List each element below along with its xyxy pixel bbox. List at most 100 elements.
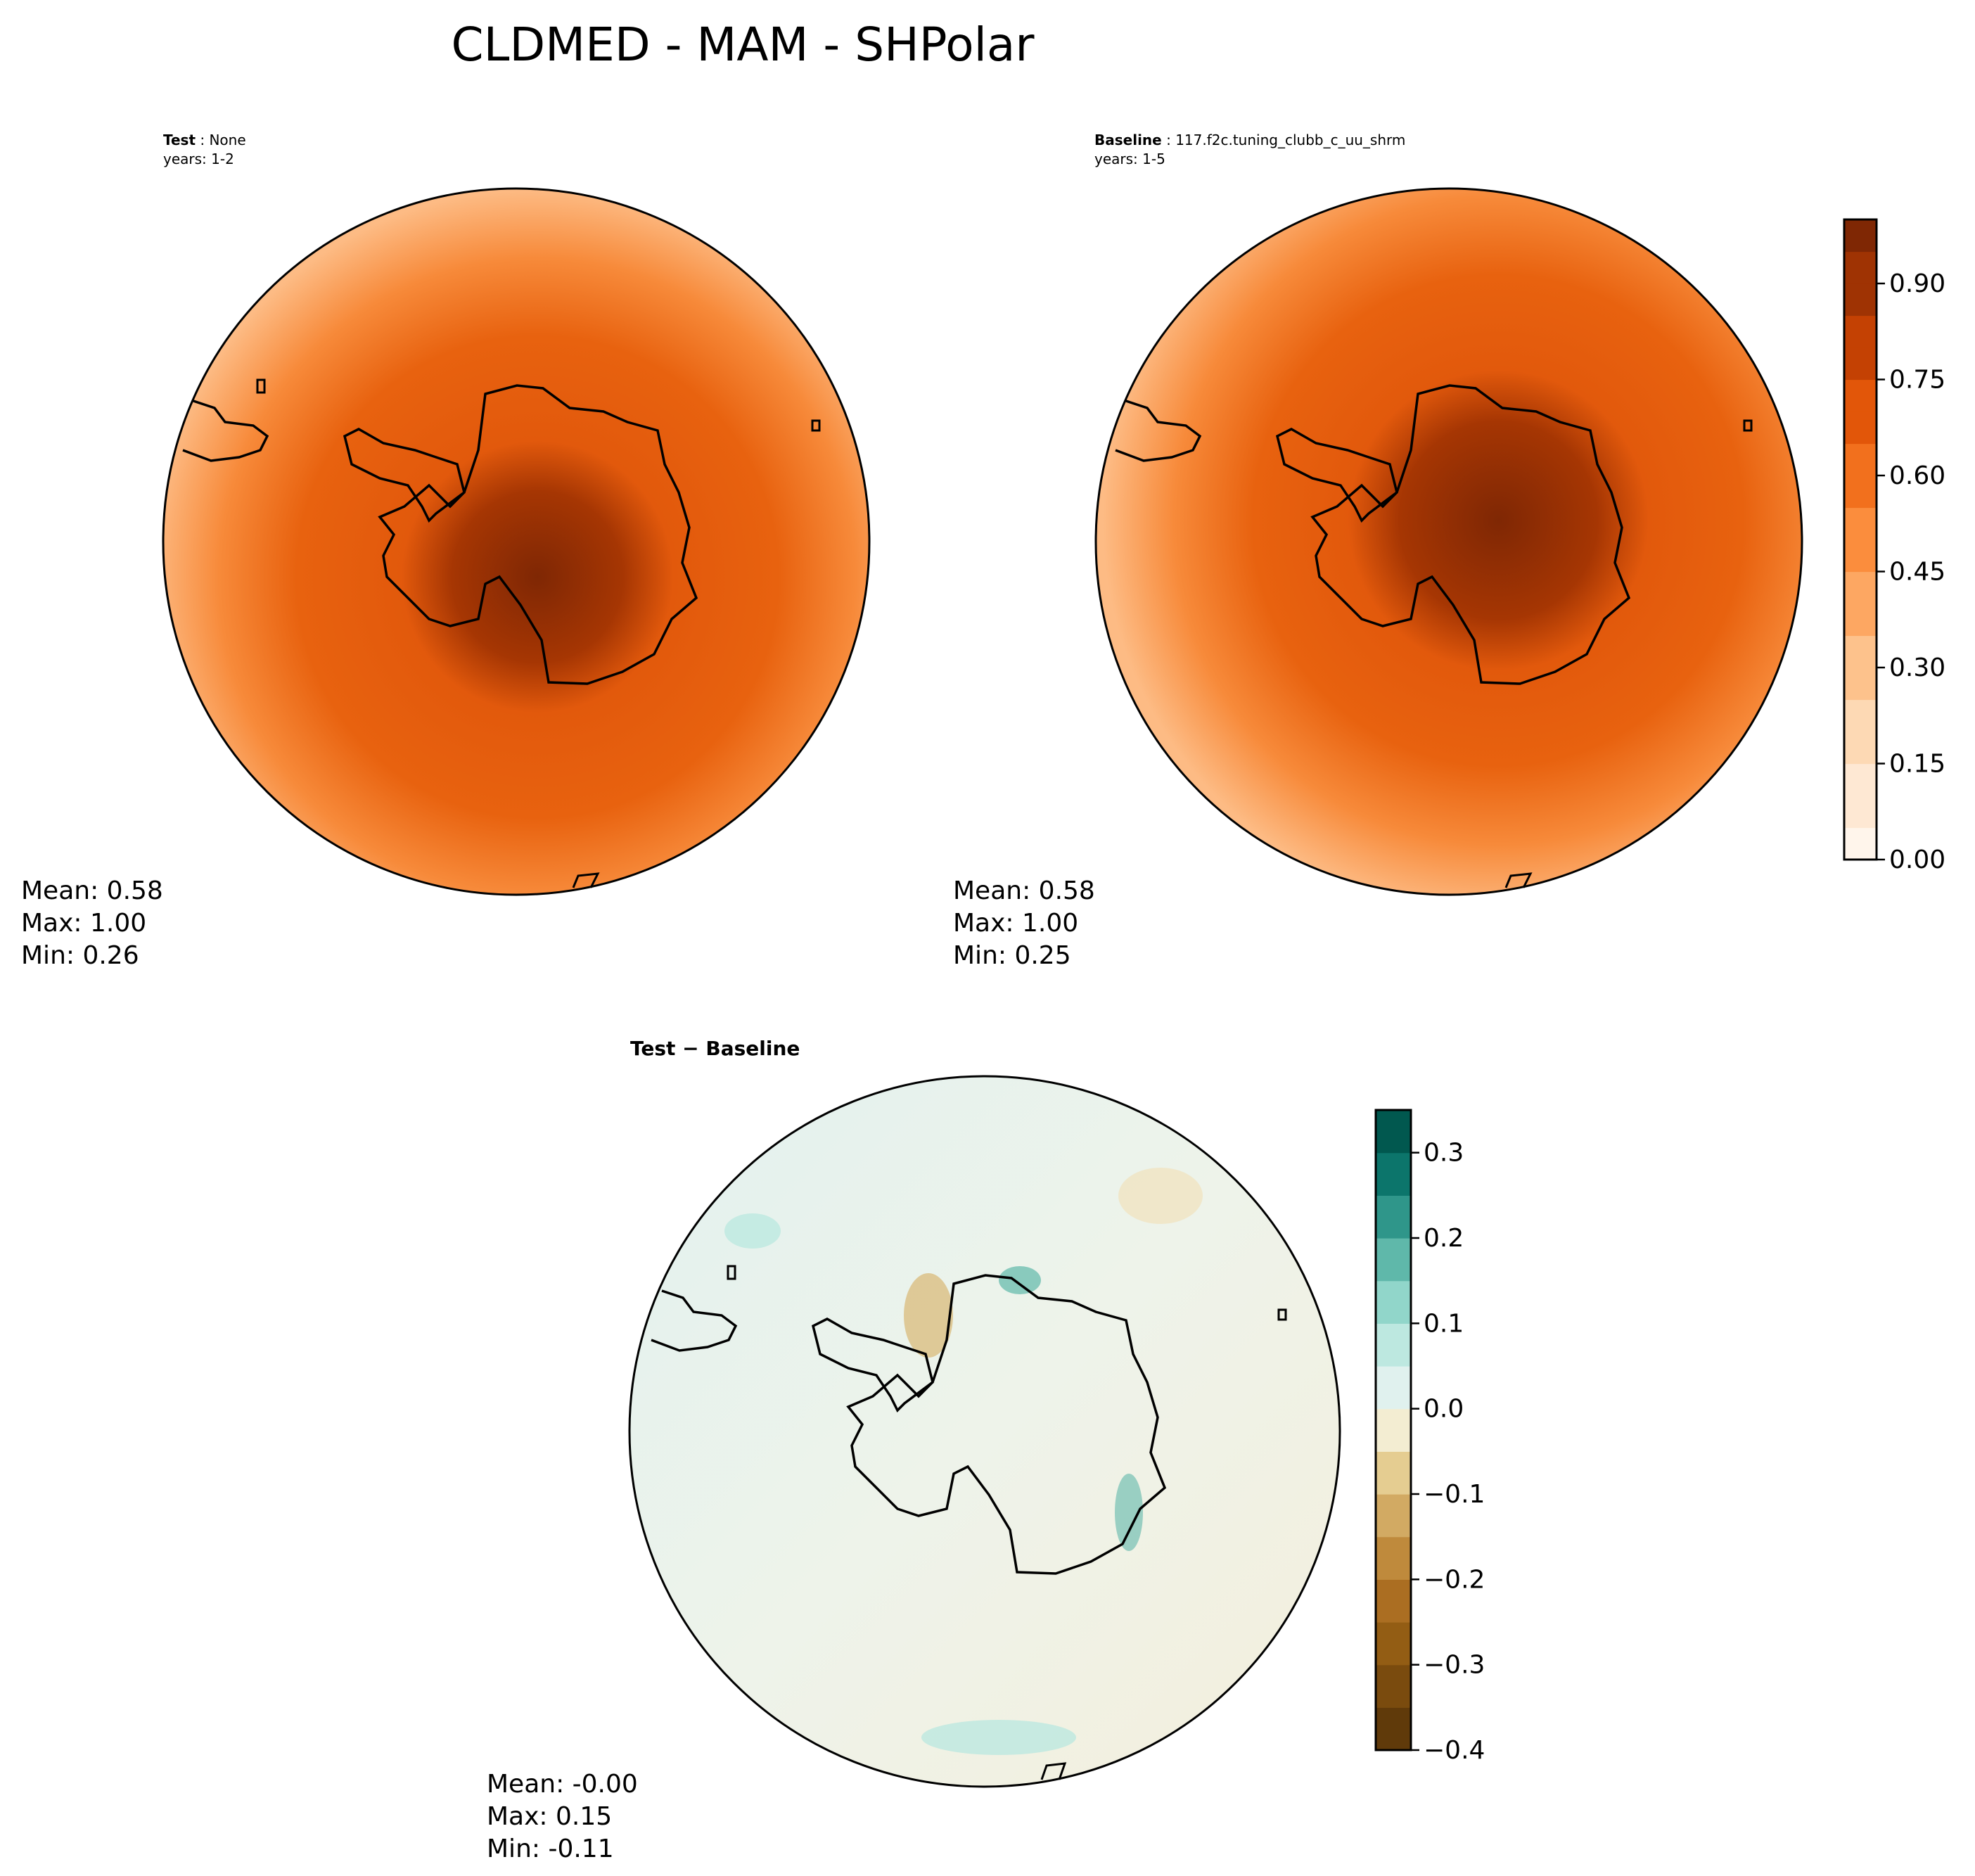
test-mean: Mean: 0.58 [21, 876, 163, 905]
test-island [256, 378, 266, 394]
difference-map [628, 1075, 1341, 1788]
baseline-colorbar-tick-label: 0.15 [1889, 750, 1945, 779]
difference-colorbar-segment [1376, 1366, 1411, 1410]
baseline-colorbar-tick-label: 0.90 [1889, 269, 1945, 298]
baseline-colorbar-segment [1844, 476, 1877, 509]
test-south-america-coastline [182, 400, 269, 462]
baseline-min: Min: 0.25 [953, 941, 1071, 970]
baseline-colorbar-segment [1844, 379, 1877, 412]
difference-south-america-coastline [651, 1289, 738, 1352]
difference-colorbar-tick-label: 0.3 [1424, 1139, 1464, 1168]
difference-colorbar-segment [1376, 1579, 1411, 1623]
baseline-map-boundary [1094, 187, 1803, 896]
baseline-colorbar-segment [1844, 668, 1877, 701]
baseline-panel-header: Baseline : 117.f2c.tuning_clubb_c_uu_shr… [1094, 132, 1405, 148]
baseline-map [1094, 187, 1803, 896]
difference-antarctica-coastline [811, 1274, 1167, 1575]
difference-colorbar-tick-label: −0.1 [1424, 1480, 1485, 1509]
difference-map-boundary [628, 1075, 1341, 1788]
baseline-colorbar-segment [1844, 283, 1877, 317]
baseline-years: years: 1-5 [1094, 151, 1165, 167]
baseline-panel: Baseline : 117.f2c.tuning_clubb_c_uu_shr… [953, 132, 1945, 970]
baseline-map-field [1096, 189, 1802, 895]
difference-colorbar-segment [1376, 1622, 1411, 1666]
baseline-colorbar-tick-label: 0.60 [1889, 461, 1945, 490]
test-min: Min: 0.26 [21, 941, 139, 970]
baseline-colorbar-segment [1844, 219, 1877, 253]
difference-label: Test − Baseline [630, 1037, 800, 1060]
baseline-case-name: 117.f2c.tuning_clubb_c_uu_shrm [1175, 132, 1405, 148]
baseline-max: Max: 1.00 [953, 909, 1078, 938]
test-panel: Test : None years: 1-2 Mean: 0.58 Max: 1… [21, 132, 871, 970]
difference-negative-patch [1118, 1168, 1203, 1224]
test-island [811, 419, 821, 432]
test-map [162, 187, 871, 896]
baseline-colorbar-tick-label: 0.45 [1889, 558, 1945, 587]
difference-colorbar-segment [1376, 1110, 1411, 1154]
baseline-label: Baseline [1094, 132, 1162, 148]
baseline-colorbar-segment [1844, 347, 1877, 381]
difference-colorbar-tick-label: −0.2 [1424, 1565, 1485, 1594]
test-panel-header: Test : None [163, 132, 246, 148]
baseline-colorbar-segment [1844, 635, 1877, 668]
difference-positive-patch [999, 1266, 1041, 1294]
difference-mean: Mean: -0.00 [487, 1770, 638, 1799]
difference-colorbar-segment [1376, 1494, 1411, 1538]
difference-colorbar-segment [1376, 1152, 1411, 1196]
difference-island [727, 1265, 736, 1280]
baseline-island [1504, 872, 1533, 888]
difference-colorbar-segment [1376, 1536, 1411, 1580]
test-case-name: None [209, 132, 245, 148]
test-max: Max: 1.00 [21, 909, 146, 938]
difference-colorbar-tick-label: 0.1 [1424, 1309, 1464, 1338]
baseline-colorbar-segment [1844, 827, 1877, 860]
difference-colorbar-tick-label: −0.4 [1424, 1736, 1485, 1765]
baseline-antarctica-coastline [1275, 384, 1631, 685]
difference-negative-patch [904, 1273, 953, 1358]
difference-colorbar-segment [1376, 1707, 1411, 1751]
difference-positive-patch [921, 1720, 1076, 1755]
test-map-field [163, 189, 869, 895]
baseline-colorbar-segment [1844, 443, 1877, 476]
difference-colorbar-segment [1376, 1195, 1411, 1239]
baseline-colorbar: 0.00 0.15 0.30 0.45 0.60 0.75 0.90 [1843, 218, 1945, 874]
difference-panel: Test − Baseline Mean: -0.00 Max: 0.15 Mi… [487, 1037, 1485, 1863]
baseline-colorbar-segment [1844, 540, 1877, 573]
baseline-colorbar-tick-label: 0.30 [1889, 653, 1945, 682]
baseline-colorbar-segment [1844, 507, 1877, 540]
difference-island [1040, 1762, 1067, 1780]
figure-title: CLDMED - MAM - SHPolar [452, 18, 1035, 72]
difference-max: Max: 0.15 [487, 1802, 612, 1831]
baseline-colorbar-tick-label: 0.00 [1889, 846, 1945, 874]
baseline-colorbar-frame [1843, 218, 1878, 861]
baseline-colorbar-segment [1844, 763, 1877, 796]
difference-colorbar: −0.4 −0.3 −0.2 −0.1 0.0 0.1 0.2 0.3 [1374, 1109, 1485, 1765]
baseline-colorbar-tick-label: 0.75 [1889, 366, 1945, 395]
difference-colorbar-tick-label: 0.0 [1424, 1395, 1464, 1424]
difference-colorbar-segment [1376, 1664, 1411, 1708]
difference-colorbar-tick-label: 0.2 [1424, 1224, 1464, 1253]
difference-colorbar-segment [1376, 1238, 1411, 1282]
difference-positive-patch [724, 1213, 781, 1249]
test-island [572, 872, 600, 888]
baseline-mean: Mean: 0.58 [953, 876, 1095, 905]
difference-map-field [629, 1076, 1340, 1787]
baseline-south-america-coastline [1115, 400, 1202, 462]
test-label: Test [163, 132, 196, 148]
baseline-colorbar-segment [1844, 732, 1877, 765]
difference-min: Min: -0.11 [487, 1834, 614, 1863]
baseline-colorbar-segment [1844, 251, 1877, 284]
difference-colorbar-segment [1376, 1451, 1411, 1495]
baseline-colorbar-segment [1844, 699, 1877, 732]
test-map-boundary [162, 187, 871, 896]
baseline-colorbar-segment [1844, 315, 1877, 348]
test-antarctica-coastline [343, 384, 698, 685]
baseline-colorbar-segment [1844, 571, 1877, 604]
baseline-colorbar-segment [1844, 411, 1877, 445]
difference-island [1277, 1308, 1287, 1321]
baseline-island [1743, 419, 1753, 432]
difference-colorbar-segment [1376, 1280, 1411, 1324]
difference-positive-patch [1115, 1474, 1143, 1551]
difference-colorbar-segment [1376, 1408, 1411, 1452]
